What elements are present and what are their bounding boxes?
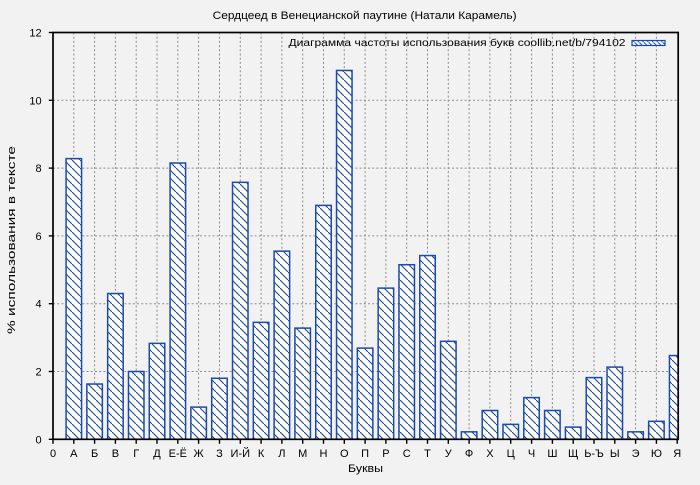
svg-text:Ы: Ы xyxy=(610,448,620,460)
svg-text:6: 6 xyxy=(35,231,41,243)
svg-text:У: У xyxy=(445,448,453,460)
svg-text:З: З xyxy=(216,448,223,460)
svg-text:О: О xyxy=(340,448,349,460)
svg-text:И-Й: И-Й xyxy=(231,447,250,460)
svg-text:Э: Э xyxy=(632,448,640,460)
svg-text:М: М xyxy=(298,448,307,460)
svg-text:Щ: Щ xyxy=(568,448,578,460)
svg-text:Ь-Ъ: Ь-Ъ xyxy=(584,448,604,460)
svg-text:Е-Ё: Е-Ё xyxy=(169,448,187,460)
svg-text:Я: Я xyxy=(673,448,681,460)
svg-text:Б: Б xyxy=(91,448,98,460)
svg-text:12: 12 xyxy=(29,28,41,40)
svg-text:Д: Д xyxy=(153,448,161,460)
svg-text:А: А xyxy=(70,448,78,460)
svg-text:Л: Л xyxy=(278,448,285,460)
svg-text:0: 0 xyxy=(35,434,41,446)
svg-text:4: 4 xyxy=(35,299,41,311)
svg-text:Ю: Ю xyxy=(651,448,662,460)
svg-text:Ч: Ч xyxy=(528,448,535,460)
svg-text:Ж: Ж xyxy=(194,448,204,460)
svg-text:Х: Х xyxy=(486,448,494,460)
svg-text:Ш: Ш xyxy=(547,448,557,460)
svg-text:% использования в тексте: % использования в тексте xyxy=(6,146,18,334)
svg-text:Г: Г xyxy=(133,448,139,460)
svg-text:8: 8 xyxy=(35,163,41,175)
svg-text:Н: Н xyxy=(320,448,328,460)
svg-text:С: С xyxy=(403,448,411,460)
svg-text:Т: Т xyxy=(424,448,431,460)
svg-text:10: 10 xyxy=(29,95,41,107)
svg-text:В: В xyxy=(112,448,119,460)
svg-text:Буквы: Буквы xyxy=(348,463,383,475)
svg-text:2: 2 xyxy=(35,367,41,379)
svg-text:К: К xyxy=(258,448,265,460)
svg-text:Р: Р xyxy=(382,448,389,460)
svg-text:Диаграмма частоты использовани: Диаграмма частоты использования букв coo… xyxy=(289,37,626,49)
svg-text:Сердцеед в Венецианской паутин: Сердцеед в Венецианской паутине (Натали … xyxy=(213,10,517,22)
svg-text:П: П xyxy=(361,448,369,460)
svg-text:Ф: Ф xyxy=(465,448,473,460)
svg-text:0: 0 xyxy=(50,448,56,460)
svg-text:Ц: Ц xyxy=(507,448,515,460)
